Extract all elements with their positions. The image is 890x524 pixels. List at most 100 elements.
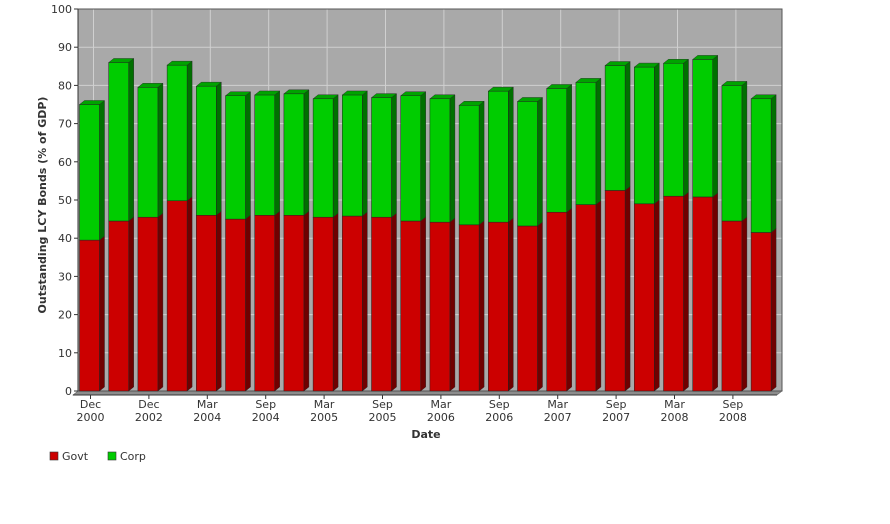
bar-corp-side xyxy=(245,91,251,220)
bar-govt-side xyxy=(478,220,485,392)
bar-corp-side xyxy=(274,90,280,216)
x-tick-label: 2008 xyxy=(719,411,747,424)
bar-govt xyxy=(517,225,538,392)
bar-corp xyxy=(79,104,100,241)
legend-item: Govt xyxy=(49,450,89,463)
y-tick-label: 40 xyxy=(58,232,72,245)
bar-govt-side xyxy=(332,212,339,392)
bar-stack xyxy=(575,77,602,392)
bar-corp xyxy=(604,65,626,191)
x-tick-label: Mar xyxy=(314,398,335,411)
x-tick-label: 2005 xyxy=(310,411,338,424)
bar-govt-side xyxy=(508,217,514,392)
bar-govt-side xyxy=(683,191,689,392)
bar-corp-side xyxy=(770,94,777,233)
bar-corp-top xyxy=(692,55,719,60)
bar-stack xyxy=(254,90,281,392)
x-tick-label: 2005 xyxy=(369,411,397,424)
bar-govt-side xyxy=(157,212,164,392)
bar-stack xyxy=(108,58,135,392)
bar-corp-top xyxy=(750,94,777,99)
bar-govt xyxy=(692,196,713,392)
bar-corp-side xyxy=(362,90,368,217)
y-tick-label: 10 xyxy=(58,347,72,360)
bar-govt xyxy=(166,200,188,392)
bar-govt-side xyxy=(186,196,193,392)
y-tick-label: 80 xyxy=(58,79,72,92)
bar-stack xyxy=(429,94,456,392)
legend-label: Corp xyxy=(120,450,146,463)
bar-stack xyxy=(400,91,427,392)
bar-stack xyxy=(721,80,748,392)
bar-corp-side xyxy=(683,58,689,197)
bar-stack xyxy=(633,62,660,392)
bar-corp-top xyxy=(312,94,339,99)
bar-govt-side xyxy=(99,235,105,392)
x-tick-label: 2007 xyxy=(544,411,572,424)
bar-govt-side xyxy=(741,216,748,392)
bar-stack xyxy=(341,90,368,392)
bar-stack xyxy=(487,86,514,392)
x-tick-label: Dec xyxy=(80,398,101,411)
bar-stack xyxy=(750,94,777,392)
bar-corp-side xyxy=(303,89,310,216)
y-tick-label: 100 xyxy=(51,3,72,16)
x-tick-label: 2006 xyxy=(427,411,455,424)
bar-stack xyxy=(662,58,690,392)
bar-corp-top xyxy=(283,89,310,95)
bar-govt xyxy=(225,218,246,392)
bar-corp xyxy=(575,82,597,205)
bar-govt-side xyxy=(449,217,456,392)
bar-govt xyxy=(721,220,743,392)
bar-govt xyxy=(312,216,334,392)
bar-corp xyxy=(137,87,159,218)
bar-corp-side xyxy=(391,93,397,218)
y-tick-label: 60 xyxy=(58,156,72,169)
x-tick-label: Sep xyxy=(255,398,276,411)
bar-stack xyxy=(137,82,164,392)
bar-corp-side xyxy=(99,100,105,241)
bar-corp-top xyxy=(400,91,427,96)
bar-govt xyxy=(604,190,626,392)
bar-govt-side xyxy=(391,212,397,392)
bar-corp xyxy=(488,90,509,223)
bar-govt xyxy=(371,216,392,392)
bar-corp-top xyxy=(195,81,222,87)
bar-govt xyxy=(663,195,684,392)
legend: Govt Corp xyxy=(49,450,146,463)
bar-corp-top xyxy=(516,97,544,102)
bar-govt xyxy=(546,211,567,392)
bar-corp-top xyxy=(604,61,631,66)
bar-govt-side xyxy=(654,199,660,392)
bar-corp xyxy=(692,59,713,198)
x-tick-label: Sep xyxy=(372,398,393,411)
bar-corp xyxy=(371,97,392,218)
bar-corp-side xyxy=(420,91,426,222)
bar-govt xyxy=(400,220,421,392)
legend-swatch xyxy=(49,451,59,461)
bar-corp-side xyxy=(508,86,514,223)
bar-govt xyxy=(283,215,305,392)
bar-corp-side xyxy=(332,94,339,218)
bar-corp-top xyxy=(575,78,602,83)
bar-govt xyxy=(429,221,451,392)
bar-corp-side xyxy=(537,97,543,227)
bar-corp-side xyxy=(741,80,748,222)
bar-corp xyxy=(108,62,129,222)
bar-govt-side xyxy=(566,207,572,392)
bar-corp-top xyxy=(341,90,368,96)
x-tick-label: Dec xyxy=(138,398,159,411)
bar-corp-top xyxy=(370,93,398,98)
bar-corp xyxy=(663,62,684,197)
bar-govt xyxy=(108,220,129,392)
y-tick-label: 50 xyxy=(58,194,72,207)
bar-stack xyxy=(224,91,252,392)
x-tick-label: Sep xyxy=(606,398,627,411)
bar-govt-side xyxy=(216,210,222,392)
bar-stack xyxy=(370,93,398,392)
bar-govt-side xyxy=(362,211,368,392)
bar-corp-top xyxy=(458,101,485,106)
bar-corp-top xyxy=(108,58,135,63)
bar-corp-side xyxy=(624,61,631,191)
